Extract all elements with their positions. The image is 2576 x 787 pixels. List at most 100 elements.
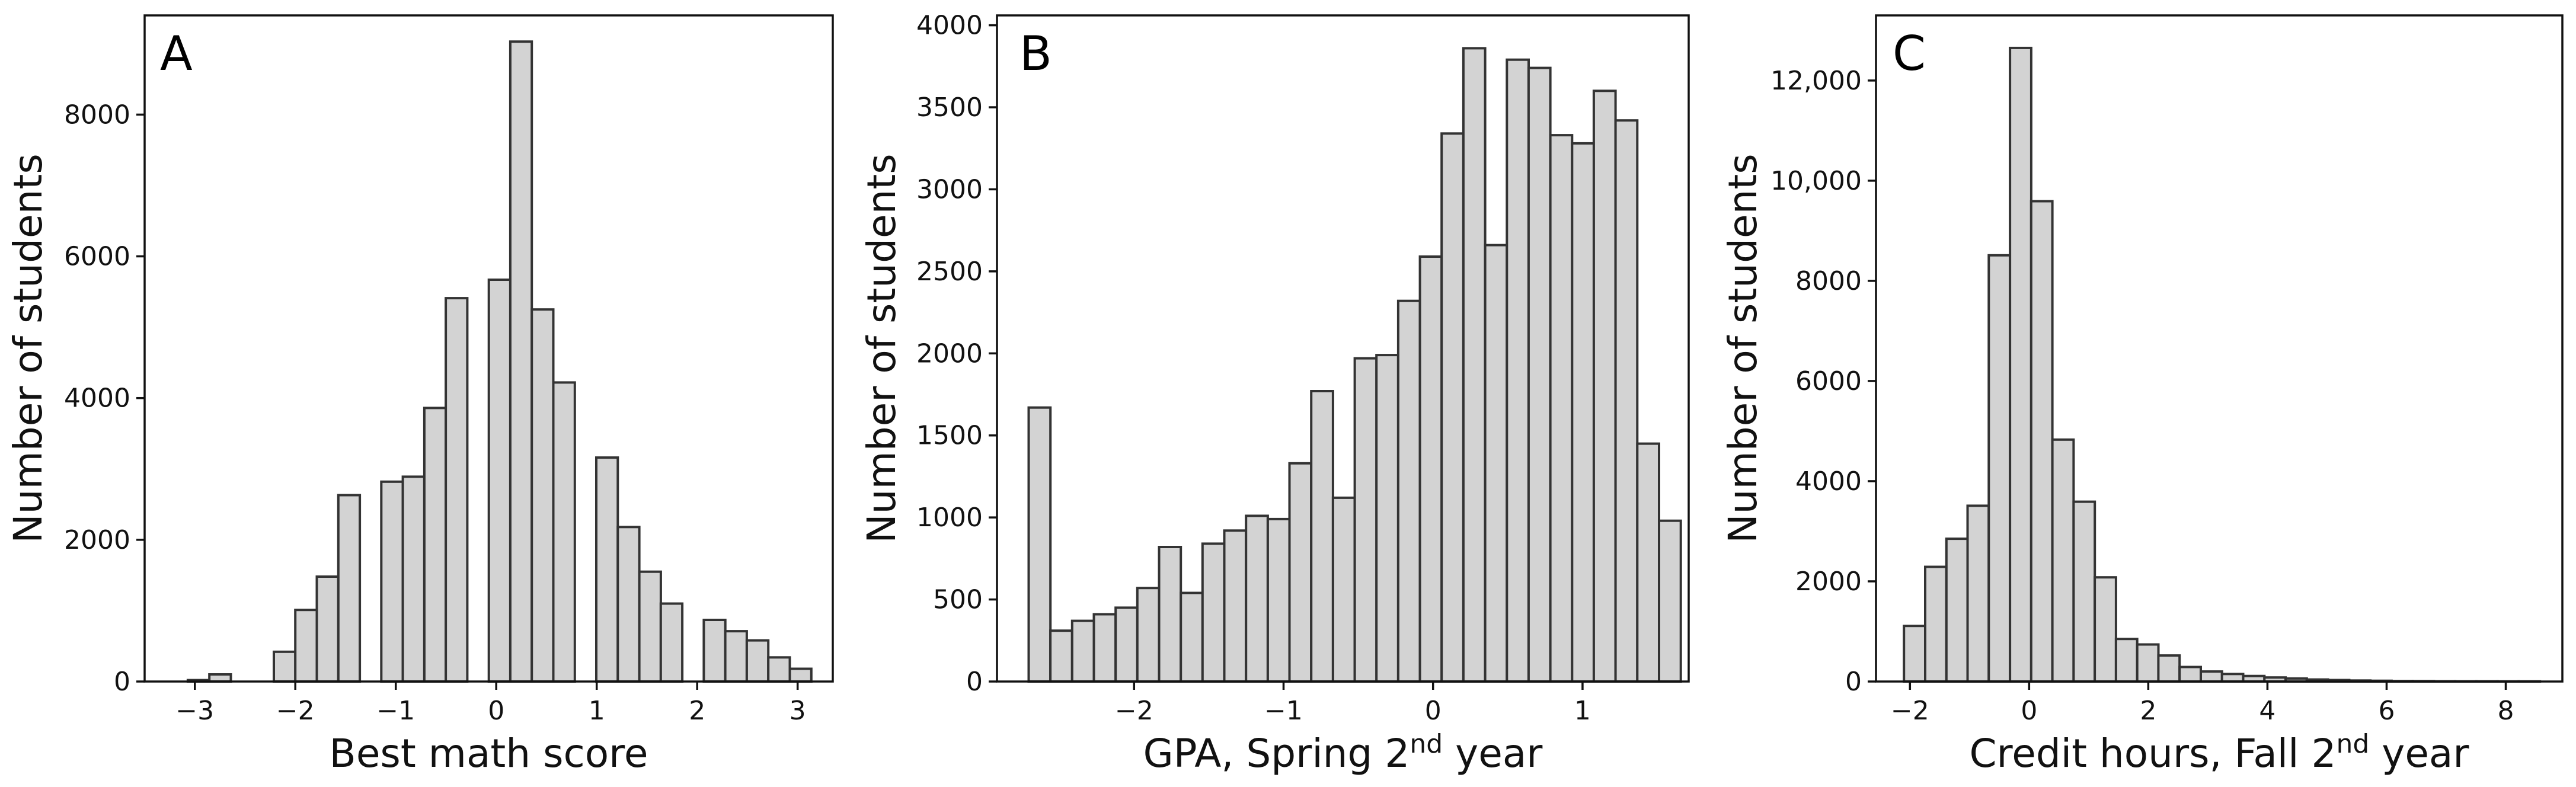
y-tick-label: 1500: [916, 421, 983, 451]
histogram-bar: [2114, 638, 2139, 683]
x-tick-label: 1: [589, 696, 605, 726]
axes-frame: [143, 14, 834, 683]
x-tick-label: −1: [1264, 696, 1303, 726]
histogram-bar: [1136, 587, 1161, 683]
histogram-bar: [1201, 542, 1226, 683]
panel-letter: C: [1893, 26, 1926, 81]
histogram-bar: [702, 619, 727, 683]
x-tick-label: −3: [175, 696, 214, 726]
histogram-bar: [1987, 254, 2012, 683]
histogram-bar: [2030, 200, 2054, 683]
histogram-bar: [1966, 504, 1990, 683]
y-tick-label: 12,000: [1770, 66, 1862, 96]
histogram-bar: [1266, 517, 1291, 683]
histogram-bar: [1658, 519, 1682, 683]
histogram-bar: [595, 456, 619, 683]
histogram-bar: [1592, 89, 1617, 683]
histogram-bar: [1614, 119, 1639, 683]
y-tick-label: 0: [966, 667, 983, 697]
x-tick-label: 3: [790, 696, 806, 726]
histogram-bar: [2178, 666, 2202, 683]
y-tick-label: 6000: [64, 242, 130, 272]
histogram-bar: [1092, 613, 1117, 683]
y-tick-label: 0: [1845, 667, 1862, 697]
histogram-bar: [552, 381, 576, 683]
histogram-bar: [1571, 142, 1596, 683]
histogram-bar: [208, 673, 232, 683]
y-tick-label: 1000: [916, 503, 983, 533]
histogram-bar: [638, 570, 662, 683]
histogram-bar: [2072, 500, 2096, 683]
x-tick-label: −2: [1115, 696, 1153, 726]
panel-letter: B: [1019, 26, 1052, 81]
histogram-bar: [2200, 670, 2223, 683]
panel-b: −2 −1 0 1 0 500 1000 1500 2000 2500 3000 3500 4000 B G…: [859, 11, 1690, 776]
y-tick-label: 4000: [916, 11, 983, 41]
axes-frame: [1875, 14, 2564, 683]
histogram-bar: [2051, 438, 2075, 683]
y-tick-label: 2000: [916, 338, 983, 369]
y-tick-label: 2000: [64, 525, 130, 555]
x-tick-label: 0: [1425, 696, 1442, 726]
histogram-bar: [423, 407, 448, 683]
x-tick-label: 2: [689, 696, 705, 726]
x-tick-label: 8: [2498, 696, 2514, 726]
histogram-bar: [2094, 576, 2117, 683]
histogram-bar: [1245, 514, 1269, 683]
x-axis-label: GPA, Spring 2nd year: [1143, 729, 1543, 776]
x-tick-label: −2: [276, 696, 315, 726]
axes-frame: [996, 14, 1690, 683]
y-tick-label: 2500: [916, 257, 983, 287]
histogram-bar: [1310, 390, 1334, 683]
histogram-bar: [616, 526, 641, 683]
histogram-bar: [724, 630, 748, 683]
histogram-bar: [294, 609, 318, 683]
y-axis-label: Number of students: [859, 153, 905, 543]
histogram-bar: [745, 639, 770, 683]
y-tick-label: 6000: [1795, 366, 1862, 396]
y-tick-label: 500: [933, 585, 983, 615]
histogram-bar: [1049, 629, 1073, 683]
x-tick-label: 0: [488, 696, 504, 726]
histogram-bar: [509, 40, 533, 683]
histogram-bar: [2157, 654, 2181, 683]
histogram-bar: [380, 480, 404, 683]
histogram-bar: [273, 650, 297, 683]
y-tick-label: 4000: [64, 383, 130, 414]
x-tick-label: 2: [2140, 696, 2156, 726]
y-tick-label: 10,000: [1770, 166, 1862, 196]
y-tick-label: 2000: [1795, 567, 1862, 597]
histogram-bar: [445, 297, 469, 683]
histogram-bar: [1158, 546, 1182, 683]
histogram-bar: [2136, 643, 2160, 683]
x-axis-label: Credit hours, Fall 2nd year: [1969, 729, 2469, 776]
histogram-bar: [1223, 529, 1248, 683]
y-axis-label: Number of students: [5, 153, 51, 543]
histogram-bar: [1506, 58, 1530, 683]
histogram-bar: [1549, 134, 1574, 683]
x-tick-label: −1: [376, 696, 415, 726]
histogram-bar: [1375, 354, 1399, 683]
x-tick-label: 6: [2378, 696, 2395, 726]
histogram-bar: [1288, 462, 1313, 683]
histogram-bar: [788, 667, 813, 683]
histogram-bar: [1418, 255, 1443, 683]
y-axis-label: Number of students: [1720, 153, 1766, 543]
histogram-bar: [659, 602, 684, 683]
histogram-bar: [315, 575, 340, 683]
x-tick-label: 1: [1574, 696, 1591, 726]
histogram-bar: [2220, 673, 2245, 683]
histogram-bar: [1353, 357, 1378, 683]
histogram-bar: [1331, 496, 1356, 683]
histogram-bar: [1440, 132, 1465, 683]
histogram-bar: [337, 494, 362, 683]
histogram-bar: [1027, 406, 1052, 683]
histogram-bar: [767, 656, 791, 683]
histogram-bar: [1636, 442, 1661, 683]
y-tick-label: 3500: [916, 92, 983, 123]
histogram-bar: [1484, 244, 1508, 683]
histogram-bar: [1114, 606, 1139, 683]
histogram-bar: [1396, 299, 1421, 683]
histogram-bar: [2009, 46, 2032, 683]
